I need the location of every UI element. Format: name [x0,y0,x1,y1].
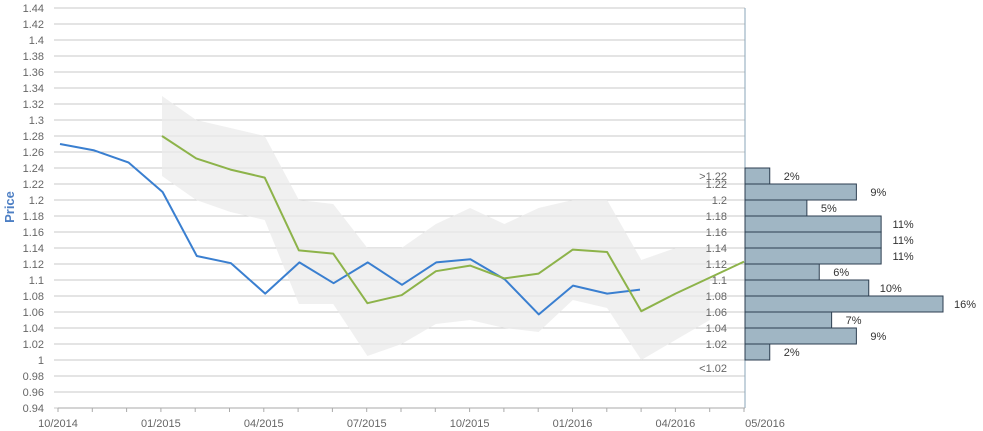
series-lines [59,135,745,316]
y-tick-label: 1.04 [23,323,44,335]
x-axis-ticks [57,408,745,412]
distribution-bar [744,167,771,185]
distribution-percent-labels: 2% 9% 7% 16% 10% 6% 11% 11% 11% 5% 9% 2% [784,171,976,359]
y-tick-label: 1.28 [23,131,44,143]
y-tick-label: 1.34 [23,83,44,95]
x-tick-label: 04/2016 [656,418,696,430]
distribution-percent-label: 6% [833,267,849,279]
distribution-bar [744,295,944,313]
y-tick-label: 0.98 [23,371,44,383]
x-tick-label: 04/2015 [244,418,284,430]
y-tick-label: 1.16 [23,227,44,239]
distribution-category-label: 1.08 [706,291,727,303]
distribution-bar [744,279,870,297]
distribution-category-label: 1.12 [706,259,727,271]
distribution-category-label: 1.16 [706,227,727,239]
distribution-category-label: 1.02 [706,339,727,351]
distribution-percent-label: 11% [893,219,914,231]
distribution-category-label: 1.04 [706,323,727,335]
y-tick-label: 1.38 [23,51,44,63]
distribution-percent-label: 9% [870,331,886,343]
y-tick-label: 1 [38,355,44,367]
y-tick-label: 1.1 [29,275,44,287]
distribution-percent-label: 10% [880,283,902,295]
distribution-percent-label: 2% [784,347,800,359]
distribution-bar [744,327,857,345]
y-tick-label: 1.06 [23,307,44,319]
distribution-percent-label: 11% [893,251,914,263]
y-axis-tick-labels: 0.94 0.96 0.98 1 1.02 1.04 1.06 1.08 1.1 1.12 1.14… [23,3,44,415]
distribution-category-label: 1.06 [706,307,727,319]
y-tick-label: 1.14 [23,243,44,255]
distribution-percent-label: 11% [893,235,914,247]
y-tick-label: 0.96 [23,387,44,399]
distribution-category-label: 1.18 [706,211,727,223]
distribution-category-label: <1.02 [699,363,727,375]
series-line-green [161,135,745,313]
y-tick-label: 1.3 [29,115,44,127]
distribution-bar [744,343,771,361]
y-tick-label: 1.2 [29,195,44,207]
y-tick-label: 1.12 [23,259,44,271]
distribution-bar [744,215,882,233]
distribution-bar [744,199,808,217]
distribution-bar [744,263,820,281]
distribution-percent-label: 5% [821,203,837,215]
distribution-bar [744,311,833,329]
distribution-category-labels: <1.02 1.02 1.04 1.06 1.08 1.1 1.12 1.14 1.16 1.18… [699,171,727,375]
distribution-category-label: >1.22 [699,171,727,183]
series-line-blue [59,143,641,316]
grid-lines [54,7,746,409]
band-area [162,96,710,360]
y-tick-label: 1.02 [23,339,44,351]
x-tick-label: 05/2016 [745,418,785,430]
y-tick-label: 1.18 [23,211,44,223]
distribution-percent-label: 7% [846,315,862,327]
y-tick-label: 1.4 [29,35,44,47]
distribution-category-label: 1.1 [712,275,727,287]
y-tick-label: 1.36 [23,67,44,79]
x-tick-label: 10/2014 [38,418,78,430]
distribution-category-label: 1.2 [712,195,727,207]
distribution-percent-label: 16% [954,299,976,311]
y-axis-label: Price [2,191,17,223]
y-tick-label: 1.24 [23,163,44,175]
distribution-bars [744,167,944,361]
distribution-category-label: 1.22 [706,179,727,191]
x-tick-label: 01/2016 [553,418,593,430]
y-tick-label: 1.44 [23,3,44,15]
distribution-percent-label: 2% [784,171,800,183]
distribution-bar [744,183,857,201]
y-tick-label: 1.42 [23,19,44,31]
x-tick-label: 07/2015 [347,418,387,430]
y-tick-label: 1.32 [23,99,44,111]
x-tick-label: 01/2015 [141,418,181,430]
y-tick-label: 1.26 [23,147,44,159]
distribution-bar [744,231,882,249]
y-tick-label: 0.94 [23,403,44,415]
distribution-percent-label: 9% [870,187,886,199]
y-tick-label: 1.08 [23,291,44,303]
y-tick-label: 1.22 [23,179,44,191]
distribution-bar [744,247,882,265]
x-axis-tick-labels: 10/2014 01/2015 04/2015 07/2015 10/2015 01/20… [38,418,785,430]
confidence-band [162,96,710,360]
x-tick-label: 10/2015 [450,418,490,430]
distribution-category-label: 1.14 [706,243,727,255]
